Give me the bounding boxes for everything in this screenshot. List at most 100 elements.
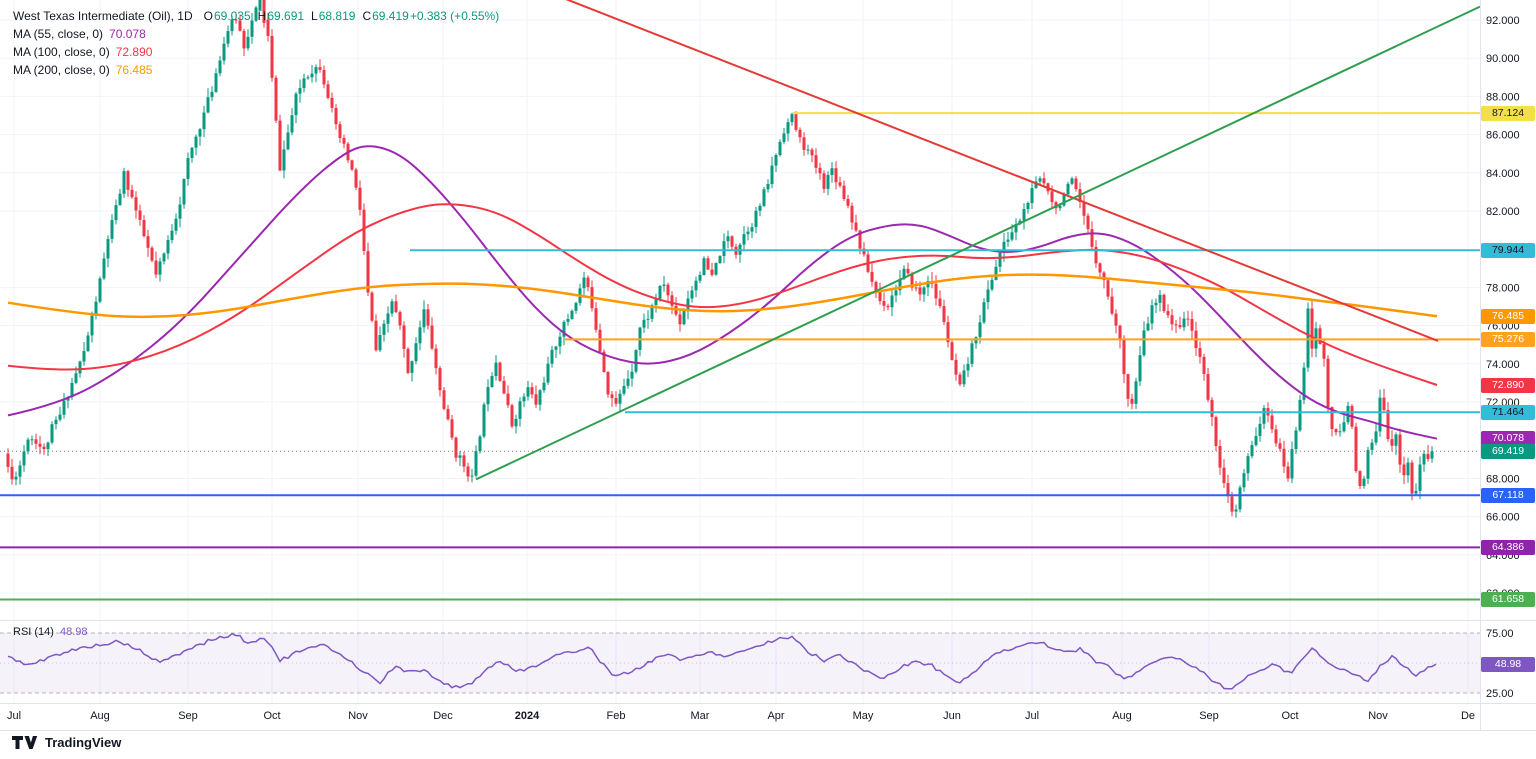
candle <box>754 210 758 228</box>
candle <box>218 60 222 74</box>
candle <box>302 78 306 89</box>
tradingview-logo-icon <box>12 736 38 749</box>
candle <box>1402 464 1406 476</box>
candle <box>1098 263 1102 273</box>
rsi-legend[interactable]: RSI (14) 48.98 <box>13 624 88 640</box>
candle <box>306 77 310 79</box>
time-label: Feb <box>607 710 626 722</box>
descending-resistance-trendline[interactable] <box>556 0 1439 342</box>
candle <box>954 359 958 375</box>
candle <box>470 475 474 477</box>
candle <box>1174 324 1178 326</box>
time-label: May <box>853 710 874 722</box>
candle <box>326 84 330 98</box>
candle <box>914 287 918 289</box>
candle <box>662 284 666 286</box>
candle <box>1202 356 1206 374</box>
candle <box>1262 408 1266 424</box>
price-axis-badge-79.944: 79.944 <box>1481 242 1535 258</box>
candle <box>1406 462 1410 476</box>
candle <box>626 378 630 386</box>
candle <box>1014 224 1018 233</box>
price-axis-badge-76.485: 76.485 <box>1481 308 1535 324</box>
ma55-legend-row[interactable]: MA (55, close, 0) 70.078 <box>13 25 499 43</box>
price-tick-label: 82.000 <box>1486 206 1520 218</box>
time-axis[interactable]: Jul Aug Sep Oct Nov Dec 2024 Feb Mar Apr May Jun Jul… <box>7 710 1475 722</box>
candle <box>422 309 426 328</box>
tradingview-logo[interactable]: TradingView <box>12 735 121 750</box>
candle <box>1090 229 1094 247</box>
candle <box>1302 367 1306 400</box>
candle <box>22 451 26 466</box>
candle <box>182 179 186 205</box>
candle <box>1278 443 1282 449</box>
candle <box>1086 215 1090 230</box>
price-axis[interactable]: 92.000 90.000 88.000 86.000 84.000 82.000 78.0… <box>1486 15 1520 700</box>
candle <box>634 349 638 372</box>
candle <box>202 112 206 130</box>
candle <box>378 335 382 351</box>
candle <box>1290 449 1294 479</box>
candle <box>1358 471 1362 486</box>
candle <box>86 335 90 352</box>
candle <box>286 132 290 150</box>
candle <box>850 205 854 223</box>
ohlc-values: O69.035 H69.691 L68.819 C69.419+0.383 (+0.5… <box>197 9 500 23</box>
ma100-line[interactable] <box>7 203 1438 386</box>
candle <box>82 351 86 362</box>
candle <box>374 320 378 351</box>
candle <box>758 205 762 211</box>
candle <box>1246 456 1250 474</box>
candle <box>502 380 506 394</box>
candle <box>542 382 546 391</box>
candle <box>878 291 882 302</box>
rsi-tick-label: 25.00 <box>1486 688 1514 700</box>
candle <box>962 370 966 385</box>
candle <box>442 390 446 409</box>
price-tick-label: 68.000 <box>1486 473 1520 485</box>
candle <box>330 97 334 108</box>
candle <box>382 323 386 335</box>
ma200-label: MA (200, close, 0) <box>13 63 110 77</box>
candle <box>898 278 902 291</box>
ohlc-close-value: 69.419 <box>372 9 409 23</box>
ohlc-low-value: 68.819 <box>318 9 356 23</box>
candle <box>694 280 698 291</box>
candle <box>938 298 942 307</box>
candle <box>890 295 894 308</box>
ma55-value: 70.078 <box>109 27 146 41</box>
ma55-line[interactable] <box>7 145 1438 440</box>
candle <box>750 227 754 232</box>
candle <box>334 107 338 125</box>
candle <box>762 189 766 206</box>
candle <box>1362 478 1366 486</box>
candle <box>1250 445 1254 457</box>
candle <box>666 284 670 296</box>
ascending-support-trendline[interactable] <box>475 5 1481 481</box>
candle <box>498 362 502 381</box>
candle <box>602 351 606 372</box>
candle <box>126 171 130 190</box>
candle <box>730 236 734 247</box>
candle <box>1142 330 1146 356</box>
ma200-legend-row[interactable]: MA (200, close, 0) 76.485 <box>13 61 499 79</box>
symbol-title-row[interactable]: West Texas Intermediate (Oil), 1D O69.035… <box>13 7 499 25</box>
symbol-legend: West Texas Intermediate (Oil), 1D O69.035… <box>13 7 499 79</box>
ma100-legend-row[interactable]: MA (100, close, 0) 72.890 <box>13 43 499 61</box>
candle <box>994 266 998 280</box>
candle <box>790 114 794 123</box>
rsi-line[interactable] <box>7 632 1437 690</box>
candle <box>714 263 718 275</box>
candle <box>538 390 542 405</box>
rsi-pane[interactable] <box>0 632 1480 694</box>
ma200-line[interactable] <box>7 273 1438 319</box>
candle <box>1038 178 1042 182</box>
candle <box>990 279 994 290</box>
candle <box>1294 430 1298 450</box>
candle <box>1342 422 1346 432</box>
candle <box>30 439 34 441</box>
candle <box>1410 462 1414 494</box>
candle <box>1386 410 1390 440</box>
